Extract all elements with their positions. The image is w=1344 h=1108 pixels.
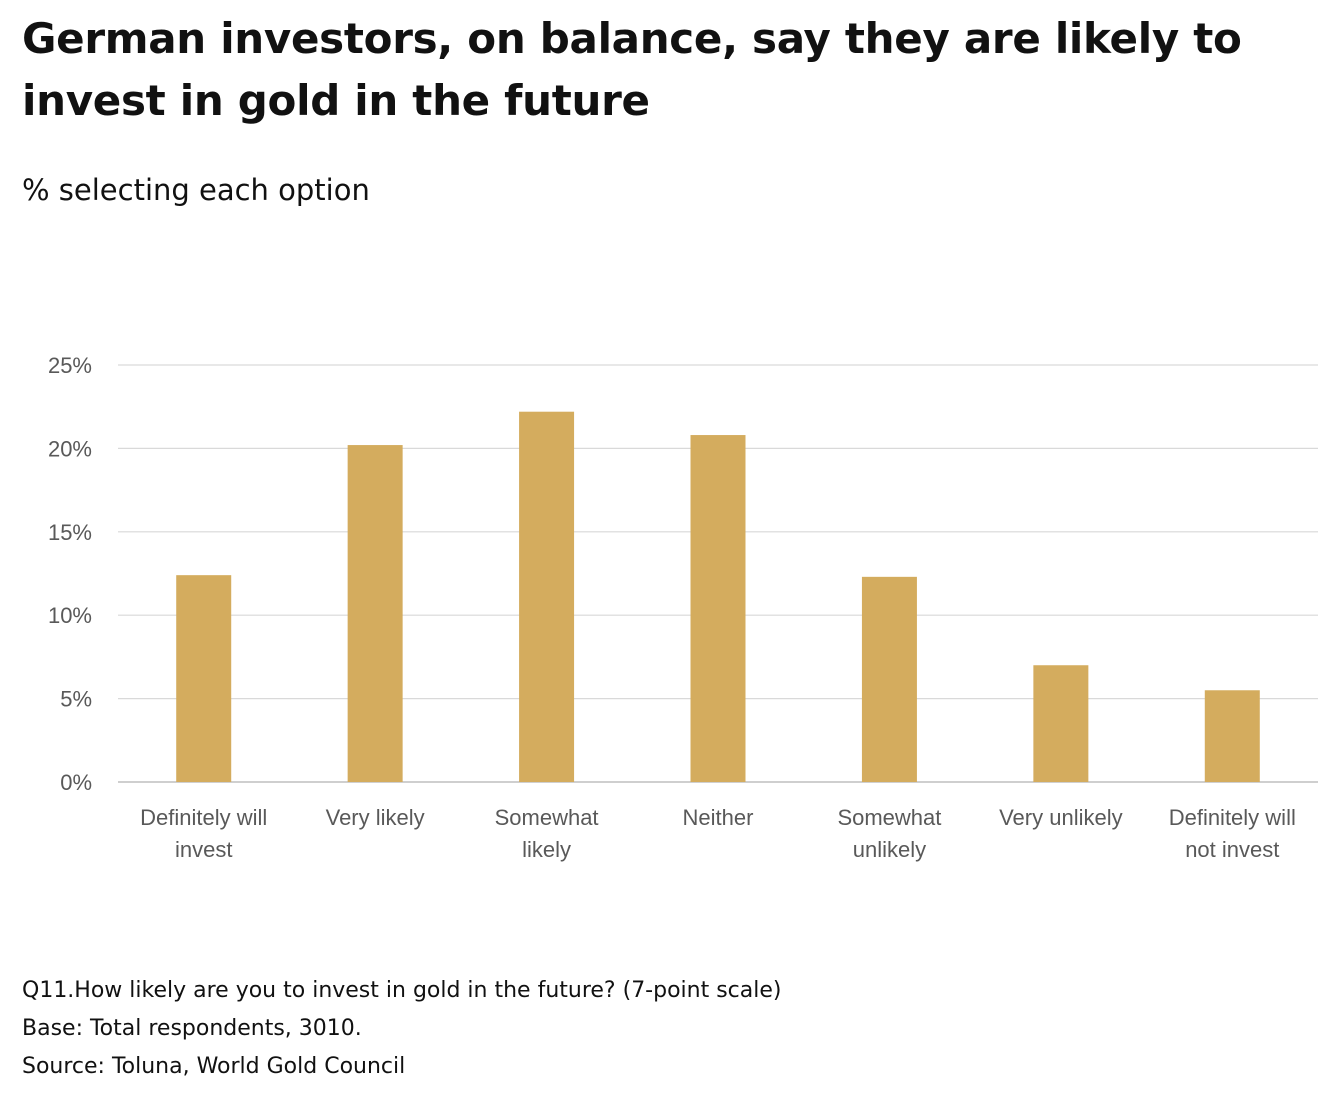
- x-category-label: Somewhat: [837, 805, 941, 830]
- bar: [347, 445, 403, 782]
- x-category-label: Somewhat: [495, 805, 599, 830]
- bar: [519, 411, 575, 782]
- y-tick-label: 5%: [60, 687, 92, 712]
- y-tick-label: 10%: [48, 603, 92, 628]
- bar: [176, 575, 232, 782]
- y-tick-label: 15%: [48, 520, 92, 545]
- bar-chart: 0% 5% 10% 15% 20% 25% Definitely will invest Ver…: [48, 353, 1318, 862]
- chart-title: German investors, on balance, say they a…: [22, 14, 1242, 125]
- bar: [1204, 690, 1260, 782]
- x-category-label: Definitely will: [140, 805, 267, 830]
- footnote-source: Source: Toluna, World Gold Council: [22, 1054, 406, 1079]
- x-category-label: likely: [522, 837, 571, 862]
- y-tick-label: 25%: [48, 353, 92, 378]
- x-category-label: Very unlikely: [999, 805, 1123, 830]
- y-tick-label: 20%: [48, 436, 92, 461]
- x-category-label: invest: [175, 837, 232, 862]
- x-category-label: not invest: [1185, 837, 1279, 862]
- x-category-label: Definitely will: [1169, 805, 1296, 830]
- chart-area: 0% 5% 10% 15% 20% 25% Definitely will invest Ver…: [0, 330, 1344, 890]
- x-category-label: Neither: [683, 805, 754, 830]
- bar: [1033, 665, 1089, 782]
- bar: [690, 435, 746, 782]
- x-category-label: Very likely: [326, 805, 425, 830]
- footnote-question: Q11.How likely are you to invest in gold…: [22, 978, 782, 1003]
- footnotes: Q11.How likely are you to invest in gold…: [22, 972, 782, 1086]
- y-tick-label: 0%: [60, 770, 92, 795]
- footnote-base: Base: Total respondents, 3010.: [22, 1016, 362, 1041]
- x-category-label: unlikely: [853, 837, 926, 862]
- chart-subtitle: % selecting each option: [22, 173, 370, 207]
- bar: [861, 576, 917, 782]
